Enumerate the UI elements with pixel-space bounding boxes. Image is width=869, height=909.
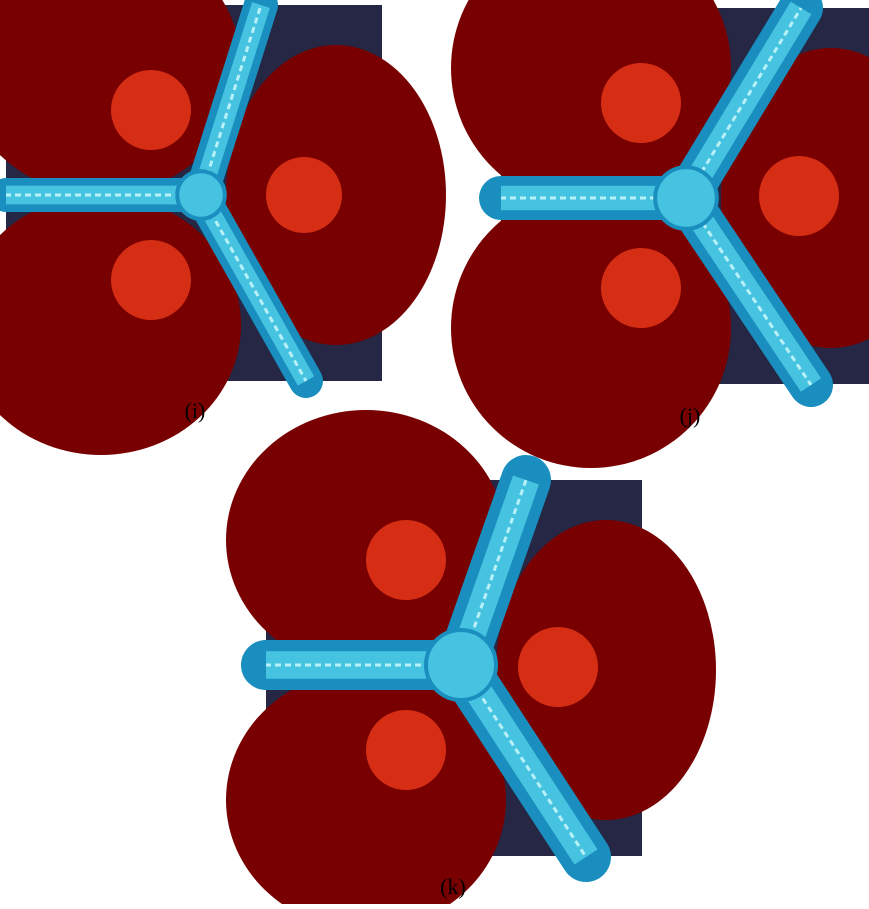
attractor-disc	[366, 710, 446, 790]
branch-hub	[177, 171, 225, 219]
fractal-panel	[451, 0, 869, 468]
attractor-disc	[601, 63, 681, 143]
branch-hub	[655, 167, 717, 229]
attractor-disc	[111, 240, 191, 320]
fractal-panel	[0, 0, 446, 455]
branch-hub	[426, 630, 496, 700]
caption: (j)	[680, 403, 701, 428]
attractor-disc	[366, 520, 446, 600]
attractor-disc	[266, 157, 342, 233]
caption: (i)	[185, 398, 206, 423]
attractor-disc	[759, 156, 839, 236]
attractor-disc	[601, 248, 681, 328]
fractal-panel	[226, 410, 716, 904]
caption: (k)	[440, 874, 466, 899]
attractor-disc	[518, 627, 598, 707]
attractor-disc	[111, 70, 191, 150]
figure: (i) (j) (k)	[0, 0, 869, 904]
